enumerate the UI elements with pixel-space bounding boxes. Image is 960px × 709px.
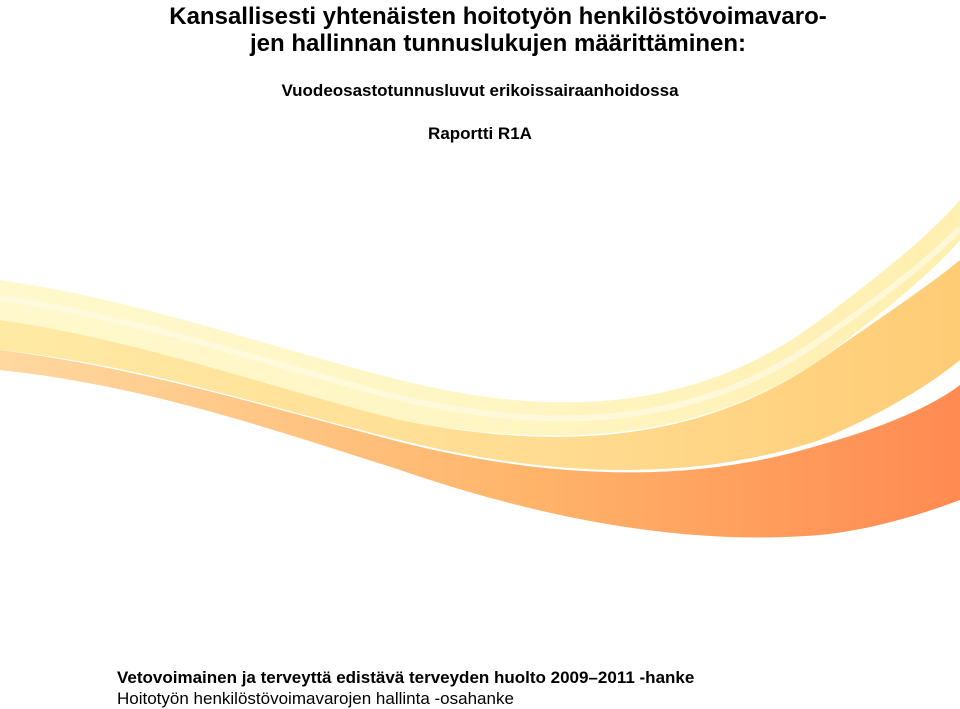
footer-subproject-name: Hoitotyön henkilöstövoimavarojen hallint… <box>117 689 514 708</box>
document-subtitle: Vuodeosastotunnusluvut erikoissairaanhoi… <box>281 81 679 100</box>
decorative-wave-graphic <box>0 200 960 538</box>
report-label: Raportti R1A <box>428 124 532 143</box>
wave-band-mid <box>0 260 960 470</box>
document-title: Kansallisesti yhtenäisten hoitotyön henk… <box>118 3 878 57</box>
document-title-line-2: jen hallinnan tunnuslukujen määrittämine… <box>249 30 747 57</box>
document-title-line-1: Kansallisesti yhtenäisten hoitotyön henk… <box>169 3 827 30</box>
footer-project-name: Vetovoimainen ja terveyttä edistävä terv… <box>117 668 695 687</box>
wave-band-light <box>0 200 960 436</box>
wave-highlight <box>0 225 960 422</box>
wave-band-orange <box>0 350 960 538</box>
